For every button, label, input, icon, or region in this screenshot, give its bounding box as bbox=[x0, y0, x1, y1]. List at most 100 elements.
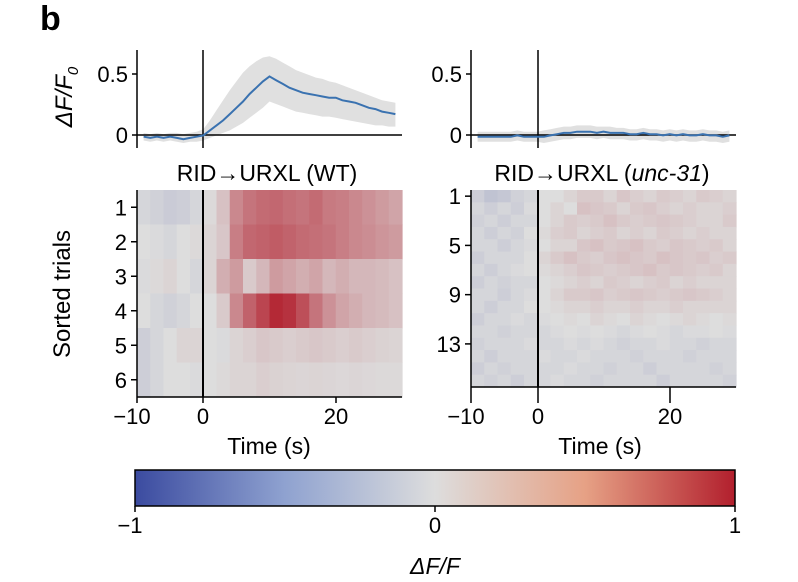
heatmap-cell bbox=[577, 337, 591, 351]
heatmap-cell bbox=[243, 328, 257, 364]
heatmap-cell bbox=[510, 214, 525, 228]
heatmap-cell bbox=[683, 263, 697, 277]
heatmap-cell bbox=[630, 313, 644, 327]
ytick-label-0.5: 0.5 bbox=[431, 62, 462, 87]
heatmap-cell bbox=[683, 190, 697, 203]
heatmap-cell bbox=[471, 337, 485, 351]
heatmap-cell bbox=[537, 202, 552, 216]
colorbar-tick-label: −1 bbox=[117, 513, 142, 538]
heatmap-cell bbox=[722, 202, 737, 216]
heatmap-cell bbox=[362, 190, 377, 226]
heatmap-cell bbox=[563, 214, 578, 228]
heatmap-cell bbox=[150, 259, 165, 295]
heatmap-cell bbox=[375, 362, 390, 398]
heatmap-cell bbox=[722, 263, 737, 277]
heatmap-cell bbox=[656, 276, 671, 290]
colorbar-label: ΔF/F bbox=[409, 553, 462, 579]
heatmap-cell bbox=[722, 251, 737, 265]
heatmap-cell bbox=[537, 263, 552, 277]
heatmap-cell bbox=[709, 374, 724, 388]
trace-wt: ΔF/F0 0.5 0 bbox=[51, 50, 402, 148]
heatmap-cell bbox=[616, 313, 631, 327]
heatmap-cell bbox=[176, 259, 191, 295]
heatmap-cell bbox=[497, 362, 512, 376]
heatmap-cell bbox=[524, 202, 538, 216]
heatmap-cell bbox=[243, 293, 257, 329]
heatmap-cell bbox=[630, 300, 644, 314]
colorbar-tick-label: 0 bbox=[429, 513, 441, 538]
heatmap-cell bbox=[190, 224, 204, 260]
heatmap-cell bbox=[590, 263, 605, 277]
heatmap-cell bbox=[150, 362, 165, 398]
heatmap-cell bbox=[669, 300, 684, 314]
heatmap-cell bbox=[150, 190, 165, 226]
heatmap-cell bbox=[322, 293, 337, 329]
heatmap-cell bbox=[603, 325, 618, 339]
heatmap-cell bbox=[497, 239, 512, 253]
heatmap-cell bbox=[471, 276, 485, 290]
heatmap-cell bbox=[683, 226, 697, 240]
heatmap-cell bbox=[577, 263, 591, 277]
heatmap-cell bbox=[683, 374, 697, 388]
heatmap-cell bbox=[656, 226, 671, 240]
heatmap-cell bbox=[590, 214, 605, 228]
heatmap-cell bbox=[616, 190, 631, 203]
heatmap-cell bbox=[349, 224, 363, 260]
heatmap-cell bbox=[577, 276, 591, 290]
heatmap-cell bbox=[630, 190, 644, 203]
heatmap-cell bbox=[471, 251, 485, 265]
heatmap-cell bbox=[203, 259, 218, 295]
heatmap-cell bbox=[550, 251, 565, 265]
heatmap-cell bbox=[563, 337, 578, 351]
heatmap-cell bbox=[722, 325, 737, 339]
heatmap-cell bbox=[524, 263, 538, 277]
heatmap-cell bbox=[497, 313, 512, 327]
heatmap-cell bbox=[722, 362, 737, 376]
heatmap-cell bbox=[510, 337, 525, 351]
heatmap-cell bbox=[563, 190, 578, 203]
heatmap-cell bbox=[590, 288, 605, 302]
heatmap-cell bbox=[669, 362, 684, 376]
heatmap-cell bbox=[510, 226, 525, 240]
heatmap-cell bbox=[656, 202, 671, 216]
heatmap-cell bbox=[722, 350, 737, 363]
heatmap-cell bbox=[537, 251, 552, 265]
heatmap-cell bbox=[282, 224, 297, 260]
heatmap-ylabel: Sorted trials bbox=[49, 230, 76, 358]
heatmap-cell bbox=[388, 328, 403, 364]
heatmap-cell bbox=[203, 362, 218, 398]
heatmap-cell bbox=[484, 300, 499, 314]
confidence-band bbox=[143, 56, 396, 143]
heatmap-cell bbox=[282, 362, 297, 398]
panel-title-unc31: RID→URXL (unc-31) bbox=[494, 160, 709, 186]
heatmap-cell bbox=[550, 300, 565, 314]
heatmap-cell bbox=[322, 259, 337, 295]
row-labels: 1 5 9 13 bbox=[437, 184, 471, 357]
heatmap-cell bbox=[497, 226, 512, 240]
heatmap-cell bbox=[269, 328, 284, 364]
heatmap-cell bbox=[137, 190, 151, 226]
heatmap-cells bbox=[471, 190, 737, 388]
heatmap-cell bbox=[524, 350, 538, 363]
heatmap-cell bbox=[137, 362, 151, 398]
heatmap-cell bbox=[603, 239, 618, 253]
row-label: 5 bbox=[449, 233, 461, 258]
heatmap-cell bbox=[537, 300, 552, 314]
heatmap-cell bbox=[269, 293, 284, 329]
heatmap-cell bbox=[203, 293, 218, 329]
heatmap-cell bbox=[510, 190, 525, 203]
heatmap-cell bbox=[176, 224, 191, 260]
heatmap-cell bbox=[349, 362, 363, 398]
heatmap-cell bbox=[550, 263, 565, 277]
heatmap-cell bbox=[335, 293, 350, 329]
heatmap-cell bbox=[630, 263, 644, 277]
heatmap-cell bbox=[683, 288, 697, 302]
heatmap-cell bbox=[656, 362, 671, 376]
heatmap-cell bbox=[484, 202, 499, 216]
heatmap-cell bbox=[590, 300, 605, 314]
heatmap-cell bbox=[696, 263, 711, 277]
heatmap-cell bbox=[497, 251, 512, 265]
heatmap-cell bbox=[577, 362, 591, 376]
xtick-label--10: −10 bbox=[447, 404, 484, 429]
